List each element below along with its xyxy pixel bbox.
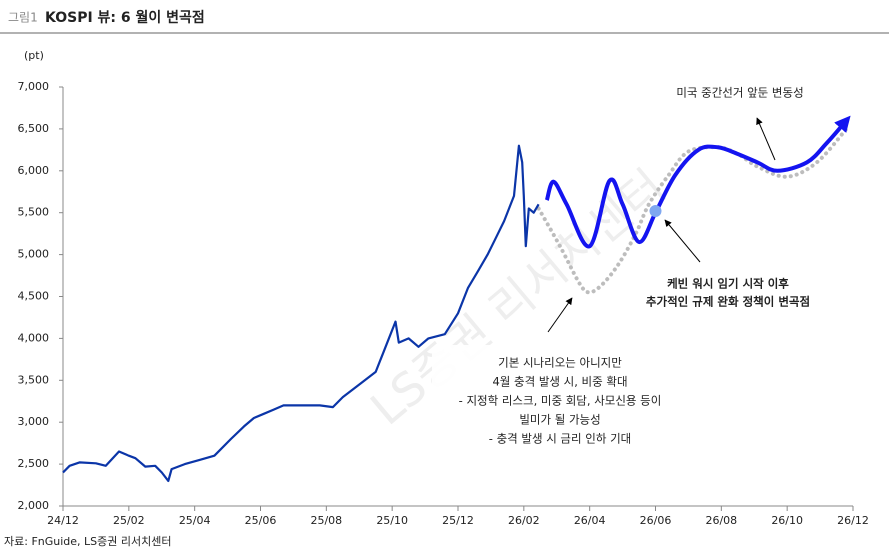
- x-tick-label: 25/08: [310, 514, 342, 527]
- x-tick-label: 24/12: [47, 514, 79, 527]
- y-axis-label: (pt): [24, 49, 44, 62]
- annotation-text: 4월 충격 발생 시, 비중 확대: [492, 375, 627, 389]
- series-line: [544, 115, 851, 249]
- y-tick-label: 3,500: [18, 373, 50, 386]
- annotation-box: [432, 345, 688, 453]
- y-tick-label: 2,000: [18, 499, 50, 512]
- y-tick-label: 5,000: [18, 248, 50, 261]
- x-tick-label: 26/02: [508, 514, 540, 527]
- marker-dot: [649, 205, 662, 218]
- y-tick-label: 4,000: [18, 331, 50, 344]
- y-tick-label: 6,500: [18, 122, 50, 135]
- annotation-text: - 지정학 리스크, 미중 회담, 사모신용 등이: [459, 394, 662, 408]
- x-tick-label: 26/10: [771, 514, 803, 527]
- x-tick-label: 25/10: [376, 514, 408, 527]
- x-tick-label: 25/02: [113, 514, 145, 527]
- annotation-box: [620, 268, 830, 312]
- y-tick-label: 3,000: [18, 415, 50, 428]
- y-tick-label: 4,500: [18, 290, 50, 303]
- y-tick-label: 7,000: [18, 80, 50, 93]
- annotation-arrow: [664, 219, 701, 263]
- y-tick-label: 2,500: [18, 457, 50, 470]
- series-line: [62, 144, 540, 482]
- annotation-text: 케빈 워시 임기 시작 이후: [667, 277, 789, 291]
- chart-title: KOSPI 뷰: 6 월이 변곡점: [45, 9, 205, 26]
- series-line: [536, 126, 849, 295]
- x-tick-label: 25/04: [179, 514, 211, 527]
- x-tick-label: 26/08: [705, 514, 737, 527]
- y-tick-label: 5,500: [18, 206, 50, 219]
- x-tick-label: 26/12: [837, 514, 869, 527]
- x-tick-label: 26/06: [640, 514, 672, 527]
- figure-label: 그림1: [8, 11, 38, 25]
- annotation-text: 추가적인 규제 완화 정책이 변곡점: [646, 295, 810, 309]
- annotation-arrow: [756, 117, 776, 161]
- x-tick-label: 25/12: [442, 514, 474, 527]
- y-tick-label: 6,000: [18, 164, 50, 177]
- annotation-text: 빌미가 될 가능성: [519, 413, 600, 427]
- annotation-text: - 충격 발생 시 금리 인하 기대: [489, 432, 631, 446]
- annotation-text: 기본 시나리오는 아니지만: [498, 356, 622, 370]
- x-tick-label: 26/04: [574, 514, 606, 527]
- annotation-arrow: [547, 297, 573, 333]
- x-tick-label: 25/06: [245, 514, 277, 527]
- annotation-text: 미국 중간선거 앞둔 변동성: [676, 86, 803, 100]
- source: 자료: FnGuide, LS증권 리서치센터: [4, 535, 171, 548]
